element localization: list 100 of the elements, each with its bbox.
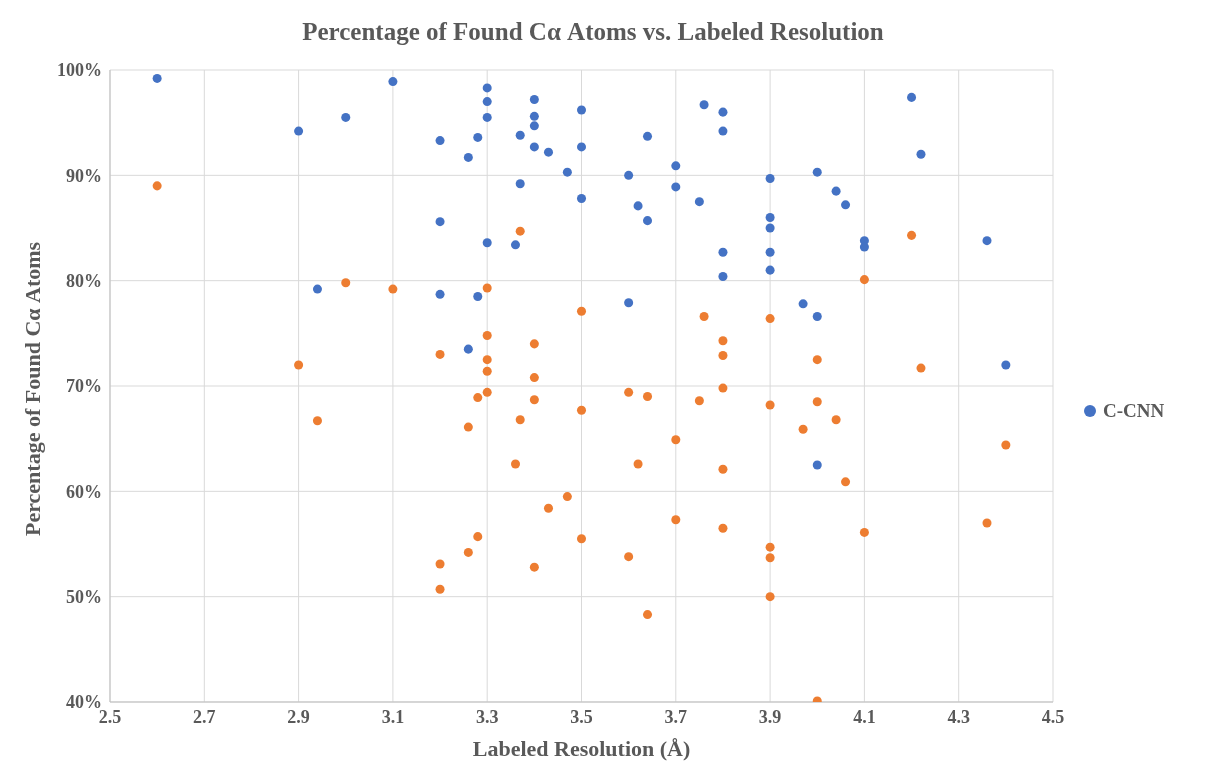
point — [718, 383, 728, 393]
point — [907, 92, 917, 102]
point — [482, 112, 492, 122]
point — [624, 298, 634, 308]
point — [831, 186, 841, 196]
point — [388, 284, 398, 294]
point — [643, 131, 653, 141]
point — [482, 283, 492, 293]
point — [859, 242, 869, 252]
point — [633, 459, 643, 469]
point — [812, 355, 822, 365]
point — [529, 142, 539, 152]
point — [671, 435, 681, 445]
point — [515, 179, 525, 189]
point — [515, 130, 525, 140]
x-tick-label: 3.3 — [475, 706, 499, 727]
point — [463, 547, 473, 557]
point — [718, 126, 728, 136]
point — [463, 344, 473, 354]
point — [812, 311, 822, 321]
point — [473, 393, 483, 403]
point — [482, 366, 492, 376]
point — [562, 492, 572, 502]
point — [152, 73, 162, 83]
point — [841, 200, 851, 210]
point — [388, 77, 398, 87]
point — [543, 147, 554, 157]
x-tick-label: 4.1 — [853, 706, 876, 727]
point — [473, 132, 483, 142]
point — [576, 142, 587, 152]
point — [435, 559, 445, 569]
point — [473, 291, 483, 301]
point — [699, 100, 709, 110]
y-tick-label: 50% — [66, 587, 102, 608]
point — [510, 240, 520, 250]
y-tick-label: 60% — [66, 481, 102, 502]
point — [831, 415, 841, 425]
x-tick-label: 3.5 — [570, 706, 593, 727]
x-tick-label: 3.9 — [758, 706, 782, 727]
point — [765, 592, 775, 602]
point — [312, 416, 322, 426]
point — [718, 350, 728, 360]
point — [624, 552, 634, 562]
x-tick-label: 2.7 — [193, 706, 216, 727]
point — [859, 527, 869, 537]
point — [463, 152, 473, 162]
point — [765, 212, 775, 222]
x-tick-label: 4.5 — [1041, 706, 1065, 727]
point — [643, 610, 653, 620]
x-tick-label: 2.9 — [287, 706, 310, 727]
point — [841, 477, 851, 487]
point — [694, 396, 704, 406]
point — [515, 226, 525, 236]
point — [718, 247, 728, 257]
point — [765, 265, 775, 275]
y-tick-label: 70% — [66, 376, 102, 397]
point — [576, 405, 587, 415]
point — [463, 422, 473, 432]
point — [341, 112, 351, 122]
point — [294, 360, 304, 370]
point — [859, 275, 869, 285]
point — [765, 400, 775, 410]
y-tick-label: 90% — [66, 165, 102, 186]
point — [765, 223, 775, 233]
point — [529, 111, 539, 121]
point — [473, 532, 483, 542]
point — [699, 311, 709, 321]
point — [671, 161, 681, 171]
point — [624, 170, 634, 180]
point — [529, 339, 539, 349]
point — [671, 515, 681, 525]
point — [916, 363, 926, 373]
y-tick-label: 100% — [57, 60, 102, 81]
point — [982, 518, 992, 528]
point — [718, 271, 728, 281]
point — [543, 503, 554, 513]
point — [529, 395, 539, 405]
point — [694, 197, 704, 207]
x-tick-label: 4.3 — [947, 706, 970, 727]
point — [765, 553, 775, 563]
point — [529, 94, 539, 104]
point — [643, 392, 653, 402]
point — [576, 534, 587, 544]
point — [482, 83, 492, 93]
point — [435, 217, 445, 227]
point — [529, 562, 539, 572]
point — [482, 238, 492, 248]
point — [765, 314, 775, 324]
x-tick-label: 3.7 — [664, 706, 688, 727]
point — [576, 105, 587, 115]
point — [482, 97, 492, 107]
point — [1001, 440, 1011, 450]
point — [916, 149, 926, 159]
point — [312, 284, 322, 294]
point — [482, 387, 492, 397]
point — [765, 173, 775, 183]
x-tick-label: 3.1 — [381, 706, 405, 727]
y-axis-title: Percentage of Found Cα Atoms — [19, 241, 45, 536]
point — [482, 355, 492, 365]
point — [718, 107, 728, 117]
